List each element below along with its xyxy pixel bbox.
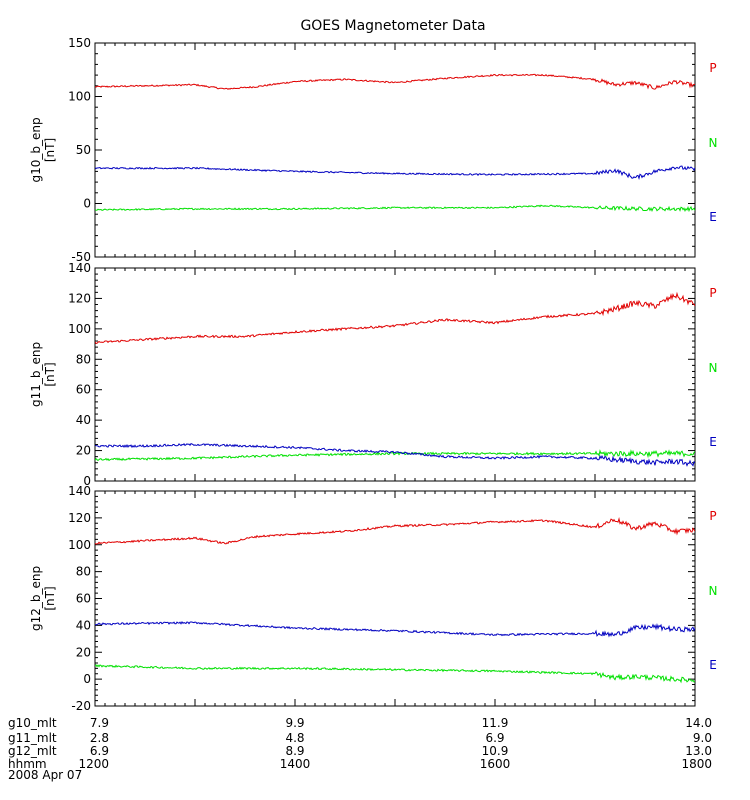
y-tick-label: 140: [68, 484, 91, 498]
series-N-line: [95, 664, 695, 684]
y-tick-label: 20: [76, 444, 91, 458]
legend-P: P: [709, 509, 716, 523]
y-tick-label: 80: [76, 565, 91, 579]
y-tick-label: 0: [83, 197, 91, 211]
y-tick-label: 80: [76, 352, 91, 366]
panel-frame: [94, 42, 696, 258]
time-axis-value: 2.8: [90, 731, 109, 745]
y-tick-label: -20: [71, 699, 91, 713]
y-tick-label: 120: [68, 511, 91, 525]
time-axis-row-label: hhmm: [8, 757, 47, 771]
series-E-line: [95, 165, 695, 181]
time-axis-value: 1600: [480, 757, 511, 771]
panel-3: -20 0 20 40 60 80 100 120 140 g12_b_enp [nT] P N E: [29, 484, 717, 713]
series-E-line: [95, 442, 695, 467]
y-tick-label: 120: [68, 291, 91, 305]
time-axis-value: 9.9: [285, 716, 304, 730]
panel-frame: [94, 267, 696, 482]
time-axis-value: 9.0: [693, 731, 712, 745]
legend-E: E: [709, 435, 717, 449]
time-axis-row-label: g11_mlt: [8, 731, 57, 745]
series-N-line: [95, 449, 695, 462]
time-axis-value: 14.0: [685, 716, 712, 730]
panel-1: -50 0 50 100 150 g10_b_enp [nT] P N E: [29, 36, 717, 264]
legend-N: N: [709, 584, 718, 598]
y-tick-label: 150: [68, 36, 91, 50]
y-tick-label: 100: [68, 322, 91, 336]
y-tick-label: -50: [71, 250, 91, 264]
time-axis-value: 4.8: [285, 731, 304, 745]
legend-E: E: [709, 210, 717, 224]
legend-N: N: [709, 361, 718, 375]
y-tick-label: 20: [76, 645, 91, 659]
legend-P: P: [709, 286, 716, 300]
time-axis-value: 6.9: [90, 744, 109, 758]
series-P-line: [95, 291, 695, 345]
time-axis-table: g10_mlt 7.9 9.9 11.9 14.0 g11_mlt 2.8 4.8 6.9 9.0…: [8, 716, 712, 771]
y-axis-unit: [nT]: [43, 138, 57, 162]
y-tick-label: 60: [76, 383, 91, 397]
time-axis-value: 1800: [681, 757, 712, 771]
date-label: 2008 Apr 07: [8, 768, 82, 782]
series-P-line: [95, 73, 695, 90]
y-tick-label: 100: [68, 538, 91, 552]
y-tick-label: 40: [76, 618, 91, 632]
time-axis-row-label: g10_mlt: [8, 716, 57, 730]
time-axis-value: 7.9: [90, 716, 109, 730]
y-axis-unit: [nT]: [43, 586, 57, 610]
time-axis-value: 13.0: [685, 744, 712, 758]
y-tick-label: 100: [68, 90, 91, 104]
y-tick-label: 140: [68, 261, 91, 275]
time-axis-value: 8.9: [285, 744, 304, 758]
time-axis-value: 6.9: [485, 731, 504, 745]
panel-2: 0 20 40 60 80 100 120 140 g11_b_enp [nT] P N E: [29, 261, 717, 488]
y-tick-label: 0: [83, 672, 91, 686]
time-axis-value: 1400: [280, 757, 311, 771]
time-axis-value: 1200: [78, 757, 109, 771]
series-E-line: [95, 620, 695, 638]
time-axis-row-label: g12_mlt: [8, 744, 57, 758]
time-axis-value: 10.9: [482, 744, 509, 758]
y-axis-label: g11_b_enp: [29, 342, 43, 407]
y-tick-label: 50: [76, 143, 91, 157]
y-axis-label: g12_b_enp: [29, 566, 43, 631]
legend-E: E: [709, 658, 717, 672]
series-N-line: [95, 204, 695, 213]
legend-N: N: [709, 136, 718, 150]
series-P-line: [95, 516, 695, 545]
legend-P: P: [709, 61, 716, 75]
y-tick-label: 40: [76, 413, 91, 427]
time-axis-value: 11.9: [482, 716, 509, 730]
y-axis-label: g10_b_enp: [29, 117, 43, 182]
chart-title: GOES Magnetometer Data: [300, 18, 485, 34]
y-axis-unit: [nT]: [43, 362, 57, 386]
y-tick-label: 60: [76, 592, 91, 606]
y-tick-label: 0: [83, 474, 91, 488]
